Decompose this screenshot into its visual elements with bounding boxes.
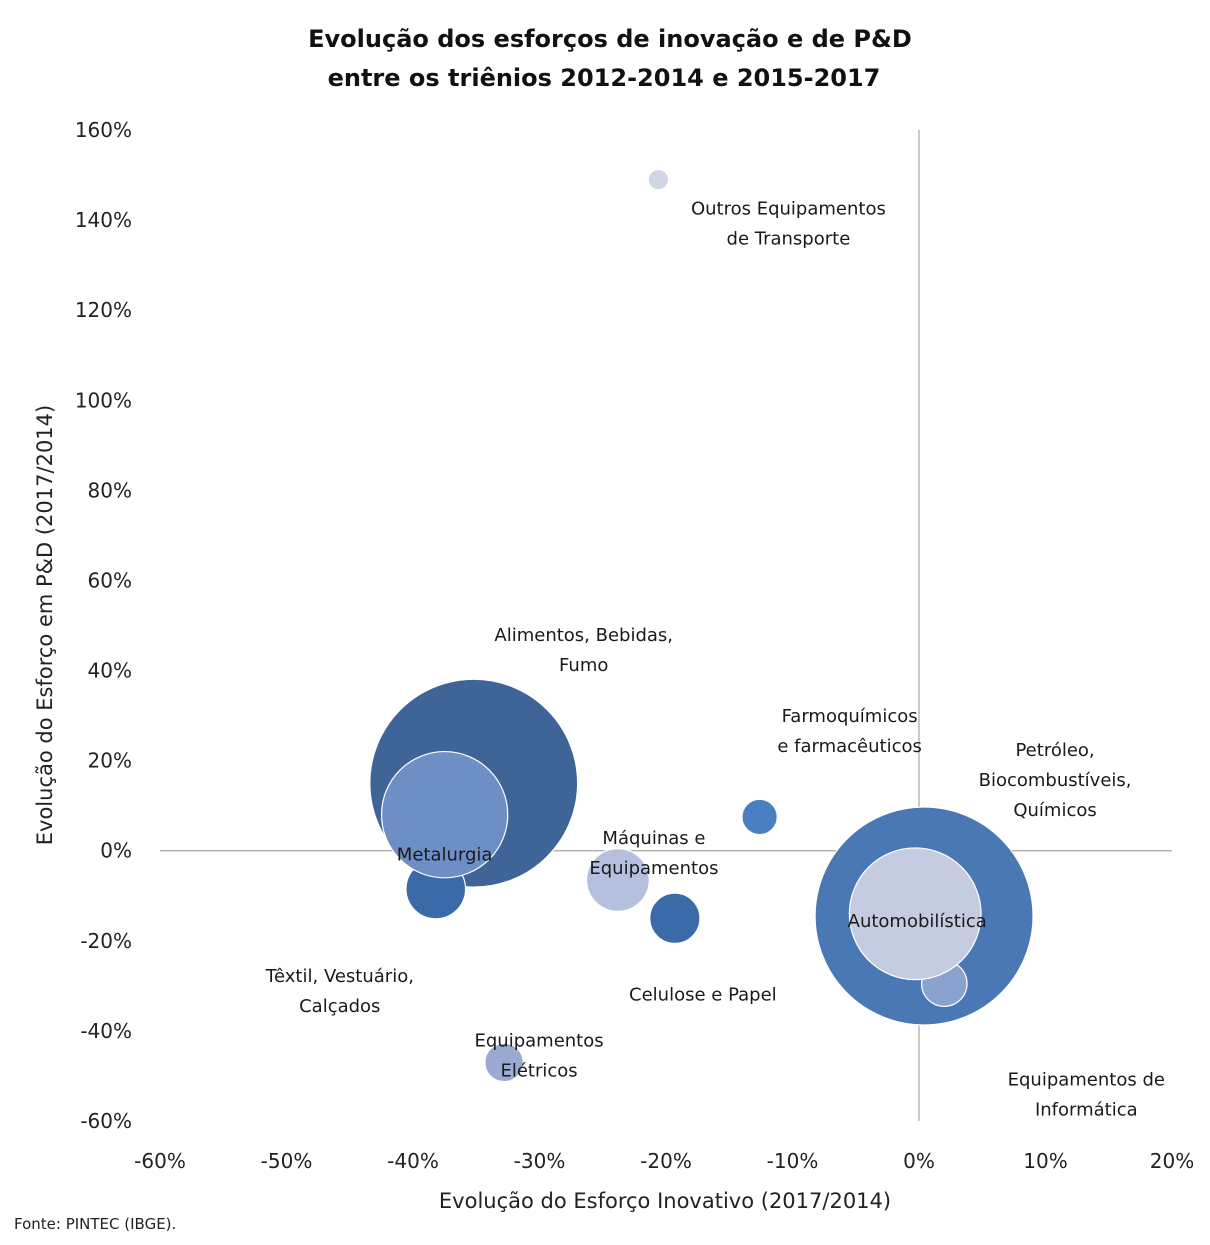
y-tick-label: 80% bbox=[88, 478, 132, 502]
x-tick-label: 10% bbox=[1023, 1149, 1067, 1173]
x-axis-title: Evolução do Esforço Inovativo (2017/2014… bbox=[439, 1189, 891, 1213]
source-note: Fonte: PINTEC (IBGE). bbox=[14, 1215, 176, 1233]
y-tick-label: -40% bbox=[80, 1019, 132, 1043]
bubble-label: Elétricos bbox=[500, 1060, 577, 1081]
bubble-label: Têxtil, Vestuário, bbox=[265, 966, 414, 987]
bubble-label: Farmoquímicos bbox=[782, 706, 918, 727]
bubble-label: Químicos bbox=[1013, 800, 1096, 821]
x-tick-label: -30% bbox=[514, 1149, 566, 1173]
x-tick-label: -60% bbox=[134, 1149, 186, 1173]
bubble-label: Informática bbox=[1035, 1100, 1138, 1121]
y-axis-ticks: 160% 140% 120% 100% 80% 60% 40% 20% 0% -20% -40% -6… bbox=[75, 118, 132, 1133]
bubble-label: Metalurgia bbox=[397, 845, 493, 866]
bubble-5 bbox=[649, 892, 701, 944]
bubble-0 bbox=[647, 168, 670, 191]
bubble-label: e farmacêuticos bbox=[777, 736, 922, 757]
bubble-label: Máquinas e bbox=[602, 828, 705, 849]
x-tick-label: -20% bbox=[640, 1149, 692, 1173]
bubble-label: de Transporte bbox=[727, 229, 851, 250]
x-tick-label: 0% bbox=[903, 1149, 935, 1173]
bubble-3 bbox=[380, 750, 509, 879]
bubble-label: Automobilística bbox=[848, 911, 987, 932]
chart-title: Evolução dos esforços de inovação e de P… bbox=[308, 25, 912, 92]
bubble-label: Equipamentos bbox=[589, 858, 718, 879]
bubble-label: Fumo bbox=[559, 655, 608, 676]
chart-title-line-2: entre os triênios 2012-2014 e 2015-2017 bbox=[328, 64, 881, 92]
x-axis-ticks: -60% -50% -40% -30% -20% -10% 0% 10% 20% bbox=[134, 1149, 1194, 1173]
bubble-labels: Outros Equipamentos de Transporte Alimento… bbox=[265, 199, 1165, 1121]
bubble-label: Celulose e Papel bbox=[629, 984, 777, 1005]
bubble-9 bbox=[848, 847, 982, 981]
y-tick-label: 40% bbox=[88, 659, 132, 683]
bubble-10 bbox=[484, 1042, 524, 1083]
bubble-6 bbox=[741, 798, 778, 836]
bubble-label: Equipamentos bbox=[475, 1030, 604, 1051]
bubble-label: Alimentos, Bebidas, bbox=[494, 625, 673, 646]
y-tick-label: -60% bbox=[80, 1109, 132, 1133]
y-tick-label: 0% bbox=[100, 839, 132, 863]
y-tick-label: 20% bbox=[88, 749, 132, 773]
y-tick-label: 100% bbox=[75, 388, 132, 412]
bubble-label: Outros Equipamentos bbox=[691, 199, 886, 220]
x-tick-label: -40% bbox=[387, 1149, 439, 1173]
bubbles bbox=[369, 168, 1034, 1083]
x-tick-label: -50% bbox=[261, 1149, 313, 1173]
bubble-4 bbox=[585, 848, 650, 912]
y-tick-label: 120% bbox=[75, 298, 132, 322]
bubble-label: Petróleo, bbox=[1015, 740, 1094, 761]
bubble-label: Calçados bbox=[299, 996, 380, 1017]
y-tick-label: 160% bbox=[75, 118, 132, 142]
y-tick-label: 140% bbox=[75, 208, 132, 232]
x-tick-label: 20% bbox=[1150, 1149, 1194, 1173]
bubble-label: Biocombustíveis, bbox=[979, 770, 1132, 791]
y-tick-label: -20% bbox=[80, 929, 132, 953]
x-tick-label: -10% bbox=[767, 1149, 819, 1173]
y-tick-label: 60% bbox=[88, 568, 132, 592]
chart-title-line-1: Evolução dos esforços de inovação e de P… bbox=[308, 25, 912, 53]
y-axis-title: Evolução do Esforço em P&D (2017/2014) bbox=[33, 405, 57, 845]
bubble-label: Equipamentos de bbox=[1008, 1070, 1165, 1091]
